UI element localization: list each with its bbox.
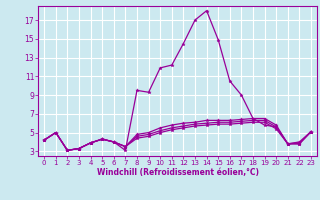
X-axis label: Windchill (Refroidissement éolien,°C): Windchill (Refroidissement éolien,°C) [97, 168, 259, 177]
